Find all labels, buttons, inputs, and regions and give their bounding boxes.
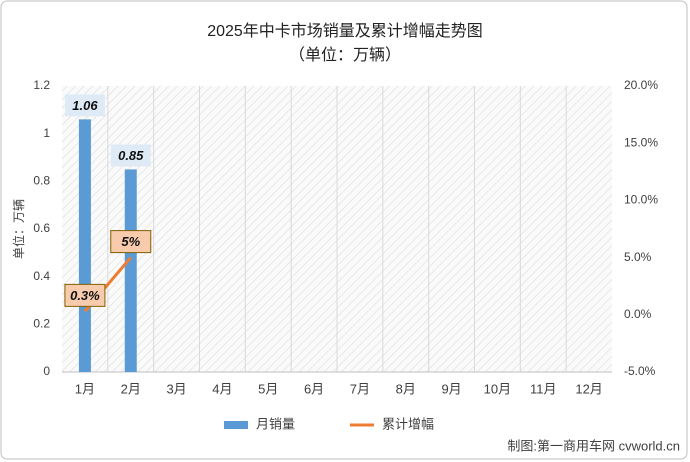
- y-tick-label: 0.2: [33, 317, 50, 331]
- bar: [78, 119, 91, 372]
- y-tick-label: 0.6: [33, 221, 50, 235]
- bar: [124, 169, 137, 372]
- legend-swatch: [224, 421, 248, 429]
- y2-tick-label: 15.0%: [624, 135, 658, 149]
- source: 制图:第一商用车网 cvworld.cn: [507, 438, 680, 453]
- y-tick-label: 1: [43, 126, 50, 140]
- chart-title: 2025年中卡市场销量及累计增幅走势图: [207, 22, 483, 40]
- y2-tick-label: -5.0%: [624, 364, 656, 378]
- y2-tick-label: 5.0%: [624, 250, 652, 264]
- x-tick-label: 12月: [575, 381, 602, 396]
- y-tick-label: 0.8: [33, 174, 50, 188]
- data-label-box: [110, 230, 152, 254]
- y-tick-label: 1.2: [33, 78, 50, 92]
- y2-tick-label: 0.0%: [624, 307, 652, 321]
- data-label: 0.85: [118, 148, 144, 163]
- x-tick-label: 3月: [166, 381, 186, 396]
- x-tick-label: 9月: [441, 381, 461, 396]
- y2-tick-label: 20.0%: [624, 78, 658, 92]
- y-axis-label: 单位：万辆: [11, 199, 26, 259]
- y2-tick-label: 10.0%: [624, 193, 658, 207]
- legend-label: 月销量: [256, 416, 295, 431]
- x-tick-label: 8月: [396, 381, 416, 396]
- x-tick-label: 10月: [484, 381, 511, 396]
- data-label: 0.3%: [70, 288, 100, 303]
- x-tick-label: 2月: [121, 381, 141, 396]
- y-tick-label: 0.4: [33, 269, 50, 283]
- x-tick-label: 11月: [530, 381, 557, 396]
- data-label: 1.06: [72, 98, 98, 113]
- x-tick-label: 4月: [212, 381, 232, 396]
- data-label: 5%: [121, 234, 140, 249]
- legend-label: 累计增幅: [382, 416, 434, 431]
- x-tick-label: 1月: [75, 381, 95, 396]
- y-tick-label: 0: [43, 364, 50, 378]
- data-label-box: [64, 283, 106, 307]
- data-label-box: [64, 94, 105, 117]
- x-tick-label: 6月: [304, 381, 324, 396]
- x-tick-label: 5月: [258, 381, 278, 396]
- x-tick-label: 7月: [350, 381, 370, 396]
- chart-subtitle: （单位：万辆）: [289, 46, 401, 64]
- data-label-box: [110, 144, 151, 167]
